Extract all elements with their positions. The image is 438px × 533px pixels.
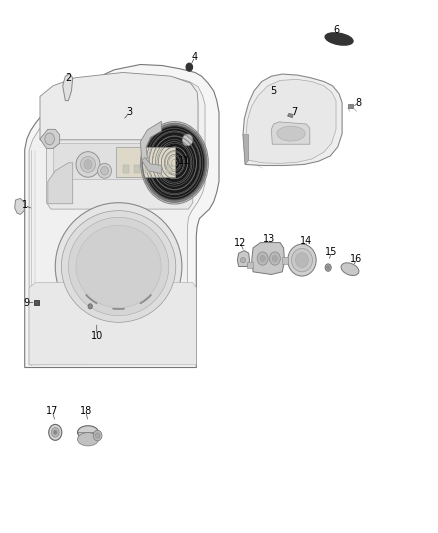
Polygon shape	[40, 72, 198, 140]
Polygon shape	[40, 130, 60, 149]
Polygon shape	[25, 64, 219, 368]
Ellipse shape	[95, 433, 100, 438]
Text: 13: 13	[263, 234, 276, 244]
Text: 15: 15	[325, 247, 337, 256]
Ellipse shape	[341, 263, 359, 276]
Polygon shape	[48, 163, 73, 204]
Text: 18: 18	[80, 406, 92, 416]
Ellipse shape	[93, 430, 102, 441]
Text: 14: 14	[300, 236, 312, 246]
Ellipse shape	[84, 160, 92, 169]
Ellipse shape	[186, 63, 193, 71]
Polygon shape	[155, 165, 162, 173]
Polygon shape	[29, 282, 196, 365]
Ellipse shape	[88, 304, 92, 309]
Ellipse shape	[55, 203, 182, 330]
Polygon shape	[247, 262, 253, 268]
Ellipse shape	[76, 225, 161, 308]
Ellipse shape	[144, 126, 205, 200]
Polygon shape	[53, 143, 191, 179]
Ellipse shape	[325, 33, 353, 45]
Polygon shape	[348, 104, 353, 108]
Polygon shape	[123, 165, 130, 173]
Polygon shape	[63, 74, 73, 101]
Polygon shape	[288, 114, 293, 118]
Ellipse shape	[288, 244, 316, 276]
Polygon shape	[243, 135, 249, 165]
Polygon shape	[243, 74, 342, 165]
Text: 7: 7	[291, 107, 297, 117]
Ellipse shape	[101, 166, 109, 175]
Ellipse shape	[45, 133, 54, 145]
Ellipse shape	[240, 257, 246, 263]
Polygon shape	[29, 76, 205, 365]
Ellipse shape	[68, 217, 169, 316]
Ellipse shape	[260, 255, 265, 262]
Polygon shape	[46, 140, 193, 209]
Polygon shape	[117, 147, 175, 177]
Ellipse shape	[272, 255, 278, 262]
Text: 12: 12	[234, 238, 246, 247]
Text: 5: 5	[270, 86, 277, 96]
Ellipse shape	[295, 253, 308, 268]
Polygon shape	[14, 198, 25, 214]
Text: 8: 8	[356, 98, 362, 108]
Ellipse shape	[78, 426, 99, 439]
Ellipse shape	[143, 125, 206, 201]
Ellipse shape	[81, 157, 95, 172]
Polygon shape	[252, 243, 285, 274]
Text: 9: 9	[24, 297, 30, 308]
Polygon shape	[141, 122, 161, 160]
Polygon shape	[179, 130, 198, 151]
Ellipse shape	[182, 134, 193, 146]
Polygon shape	[246, 79, 336, 164]
Polygon shape	[142, 158, 161, 173]
Text: 11: 11	[178, 156, 190, 166]
Text: 6: 6	[334, 25, 340, 35]
Text: 10: 10	[91, 330, 103, 341]
Ellipse shape	[277, 126, 305, 141]
Ellipse shape	[257, 252, 268, 265]
Ellipse shape	[76, 152, 100, 177]
Ellipse shape	[78, 433, 99, 446]
Polygon shape	[134, 165, 141, 173]
Polygon shape	[78, 432, 99, 439]
Text: 16: 16	[350, 254, 363, 263]
Ellipse shape	[325, 264, 331, 271]
Ellipse shape	[327, 266, 330, 269]
Polygon shape	[237, 251, 250, 266]
Text: 4: 4	[192, 52, 198, 61]
Text: 3: 3	[127, 107, 133, 117]
Polygon shape	[166, 165, 172, 173]
Ellipse shape	[49, 424, 62, 440]
Text: 1: 1	[21, 200, 28, 211]
Text: 17: 17	[46, 406, 58, 416]
Ellipse shape	[53, 430, 57, 434]
Ellipse shape	[61, 211, 176, 322]
Polygon shape	[283, 257, 288, 264]
Polygon shape	[145, 165, 151, 173]
Ellipse shape	[51, 427, 59, 437]
Polygon shape	[34, 300, 39, 305]
Ellipse shape	[269, 252, 280, 265]
Text: 2: 2	[65, 73, 71, 83]
Ellipse shape	[291, 248, 312, 272]
Polygon shape	[272, 122, 310, 144]
Ellipse shape	[98, 164, 112, 178]
